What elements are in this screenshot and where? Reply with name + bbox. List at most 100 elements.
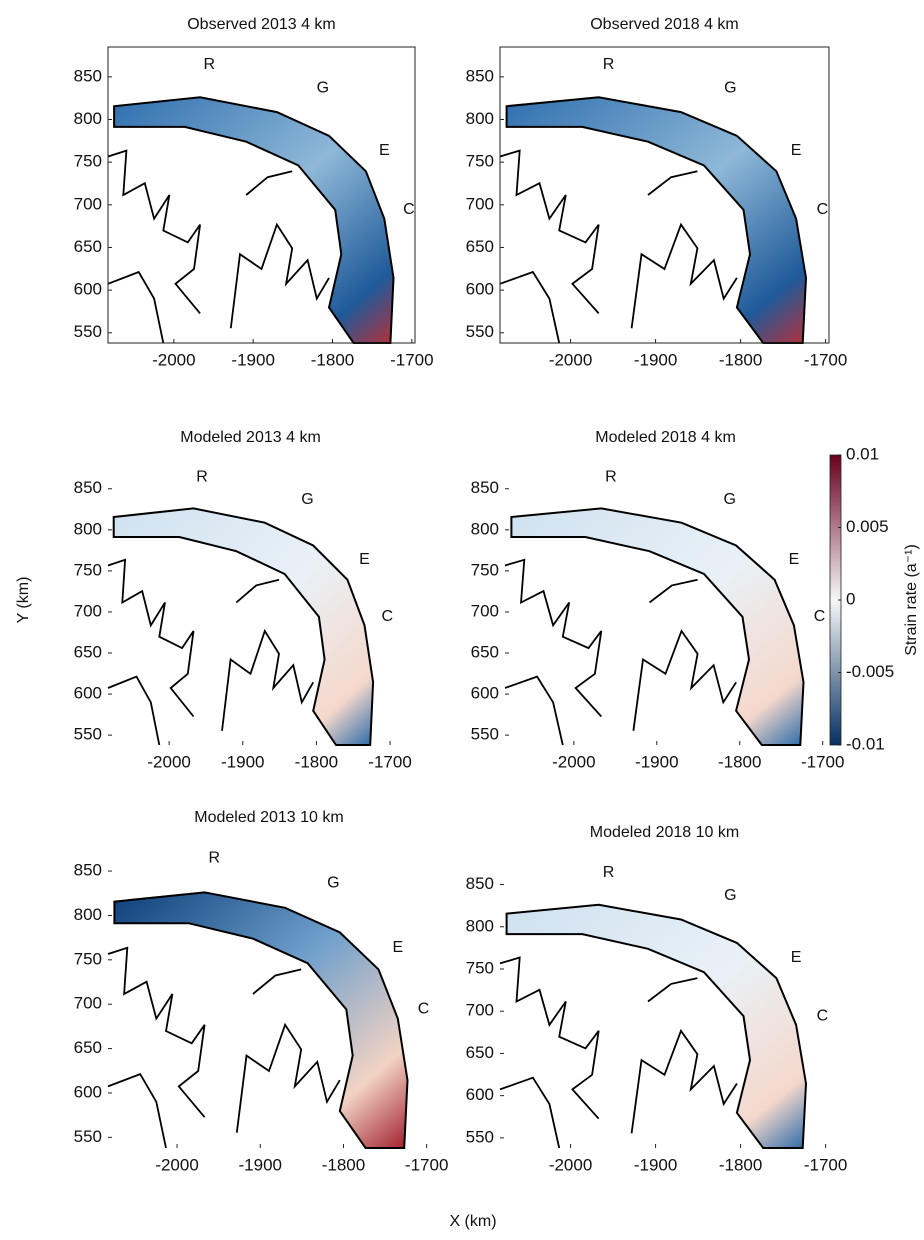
- annotation: E: [791, 142, 802, 159]
- y-tick-label: 750: [74, 560, 102, 579]
- y-tick-label: 650: [466, 1043, 494, 1062]
- plot-frame: [499, 46, 830, 344]
- x-tick-label: -1900: [634, 350, 677, 369]
- y-tick-label: 800: [471, 519, 499, 538]
- y-tick-label: 850: [466, 874, 494, 893]
- coastline: [499, 1076, 561, 1149]
- annotation: C: [814, 608, 826, 625]
- ice-shelf-field: [112, 507, 375, 746]
- y-tick-label: 700: [471, 601, 499, 620]
- annotation: R: [603, 56, 615, 73]
- y-tick-label: 700: [74, 194, 102, 213]
- annotation: C: [817, 1007, 829, 1024]
- annotation: R: [196, 468, 208, 485]
- coastline: [107, 149, 201, 314]
- coastline: [504, 675, 564, 746]
- x-tick-label: -1800: [719, 350, 762, 369]
- colorbar-tick-label: 0.01: [846, 444, 879, 463]
- annotation: E: [392, 939, 403, 956]
- x-tick-label: -2000: [549, 350, 592, 369]
- panel-title: Modeled 2018 10 km: [590, 824, 739, 841]
- x-tick-label: -1800: [322, 1155, 365, 1174]
- x-tick-label: -1700: [804, 1155, 847, 1174]
- coastline: [504, 558, 603, 718]
- colorbar-tick-label: -0.01: [846, 734, 885, 753]
- annotation: R: [208, 850, 220, 867]
- annotation: C: [418, 1001, 430, 1018]
- coastline: [245, 170, 293, 196]
- coastline: [630, 1028, 738, 1134]
- annotation: R: [605, 468, 617, 485]
- x-tick-label: -1800: [311, 350, 354, 369]
- panel-title: Observed 2018 4 km: [590, 16, 739, 33]
- y-tick-label: 600: [466, 1085, 494, 1104]
- x-tick-label: -1800: [718, 752, 761, 771]
- ice-shelf-field: [510, 507, 805, 746]
- y-tick-label: 550: [74, 322, 102, 341]
- annotation: C: [382, 608, 394, 625]
- x-tick-label: -1700: [368, 752, 411, 771]
- y-tick-label: 750: [471, 560, 499, 579]
- y-tick-label: 800: [74, 905, 102, 924]
- annotation: E: [359, 551, 370, 568]
- y-tick-label: 700: [466, 194, 494, 213]
- y-tick-label: 550: [466, 322, 494, 341]
- y-tick-label: 650: [74, 642, 102, 661]
- y-axis-label: Y (km): [15, 577, 32, 624]
- y-tick-label: 550: [74, 725, 102, 744]
- x-tick-label: -1700: [390, 350, 433, 369]
- coastline: [229, 222, 330, 329]
- y-tick-label: 750: [466, 152, 494, 171]
- coastline: [107, 946, 206, 1118]
- coastline: [107, 675, 161, 746]
- y-tick-label: 700: [74, 601, 102, 620]
- x-tick-label: -2000: [152, 350, 195, 369]
- ice-shelf-field: [113, 891, 409, 1149]
- y-tick-label: 850: [74, 478, 102, 497]
- x-tick-label: -1900: [221, 752, 264, 771]
- y-tick-label: 800: [74, 109, 102, 128]
- x-tick-label: -1700: [405, 1155, 448, 1174]
- ice-shelf-field: [505, 903, 808, 1149]
- coastline: [499, 956, 600, 1120]
- y-tick-label: 600: [471, 684, 499, 703]
- annotation: R: [204, 56, 216, 73]
- coastline: [499, 270, 561, 344]
- x-tick-label: -1800: [295, 752, 338, 771]
- coastline: [632, 629, 737, 731]
- y-tick-label: 600: [74, 684, 102, 703]
- colorbar-label: Strain rate (a⁻¹): [903, 544, 920, 656]
- annotation: R: [603, 864, 615, 881]
- annotation: E: [379, 142, 390, 159]
- annotation: G: [723, 491, 735, 508]
- annotation: G: [301, 491, 313, 508]
- colorbar-tick-label: 0: [846, 589, 855, 608]
- coastline: [647, 977, 698, 1003]
- panel-title: Modeled 2013 10 km: [194, 809, 343, 826]
- x-axis-label: X (km): [449, 1213, 496, 1230]
- x-tick-label: -1900: [634, 1155, 677, 1174]
- colorbar-tick-label: 0.005: [846, 517, 889, 536]
- x-tick-label: -1900: [635, 752, 678, 771]
- annotation: E: [789, 551, 800, 568]
- y-tick-label: 600: [74, 280, 102, 299]
- coastline: [235, 578, 280, 604]
- y-tick-label: 650: [471, 642, 499, 661]
- panel-title: Observed 2013 4 km: [187, 16, 336, 33]
- y-tick-label: 750: [74, 949, 102, 968]
- coastline: [630, 222, 738, 329]
- y-tick-label: 650: [74, 1038, 102, 1057]
- y-tick-label: 550: [74, 1127, 102, 1146]
- x-tick-label: -2000: [147, 752, 190, 771]
- panel-title: Modeled 2018 4 km: [595, 429, 736, 446]
- annotation: G: [317, 80, 329, 97]
- y-tick-label: 850: [74, 861, 102, 880]
- y-tick-label: 850: [466, 66, 494, 85]
- y-tick-label: 850: [74, 66, 102, 85]
- y-tick-label: 550: [471, 725, 499, 744]
- x-tick-label: -1900: [239, 1155, 282, 1174]
- colorbar-tick-label: -0.005: [846, 662, 894, 681]
- annotation: G: [724, 80, 736, 97]
- y-tick-label: 750: [74, 152, 102, 171]
- y-tick-label: 600: [74, 1082, 102, 1101]
